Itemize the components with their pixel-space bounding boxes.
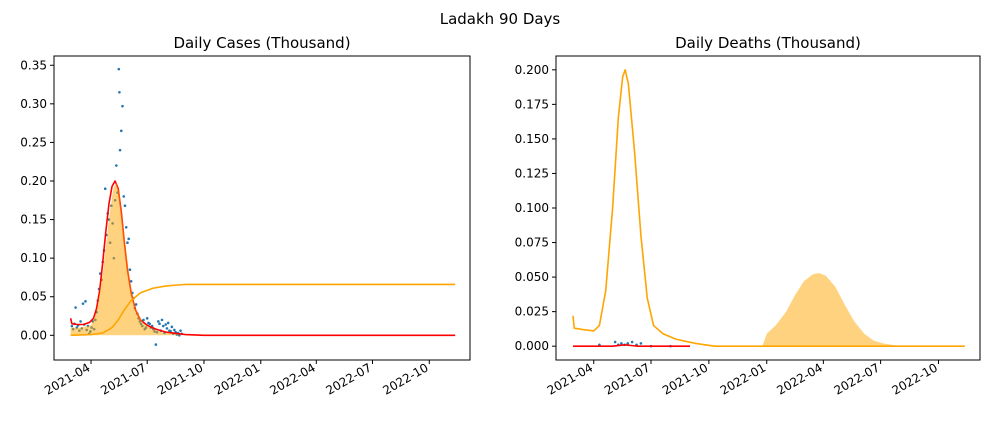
- daily-cases-scatter-point-44: [123, 204, 127, 207]
- daily-cases-scatter-point-3: [74, 306, 77, 309]
- daily-cases-scatter-point-47: [127, 237, 130, 241]
- daily-deaths-y-tick-label-1: 0.025: [515, 305, 549, 319]
- daily-deaths-scatter-point-3: [620, 342, 623, 345]
- daily-cases-scatter-point-74: [160, 318, 164, 322]
- daily-cases-axes-frame: [53, 55, 471, 361]
- daily-cases-y-tick-label-2: 0.10: [20, 251, 47, 265]
- daily-deaths-line-series-3: [572, 344, 690, 347]
- daily-cases-scatter-point-72: [158, 322, 161, 326]
- daily-cases-scatter-point-43: [122, 195, 126, 198]
- daily-deaths-y-tick-label-5: 0.125: [515, 166, 549, 180]
- daily-cases-scatter-point-53: [134, 303, 138, 306]
- daily-cases-scatter-point-40: [118, 148, 122, 152]
- daily-cases-plot-area: [69, 67, 456, 346]
- daily-cases-scatter-point-36: [115, 164, 118, 167]
- daily-deaths-scatter-point-1: [613, 340, 617, 344]
- daily-cases-y-tick-label-7: 0.35: [20, 58, 47, 72]
- daily-cases-scatter-point-69: [154, 343, 158, 346]
- daily-deaths-y-tick-label-7: 0.175: [515, 97, 549, 111]
- daily-deaths-plot-area: [572, 69, 965, 348]
- daily-cases-scatter-point-77: [164, 323, 168, 326]
- daily-cases-area-series-3: [70, 182, 183, 336]
- daily-cases-scatter-point-38: [117, 67, 121, 71]
- daily-deaths-y-tick-label-8: 0.200: [515, 63, 549, 77]
- daily-cases-y-tick-label-0: 0.00: [20, 328, 47, 342]
- daily-deaths-y-tick-label-4: 0.100: [515, 201, 549, 215]
- daily-cases-y-tick-label-4: 0.20: [20, 174, 47, 188]
- daily-cases-scatter-point-42: [121, 104, 124, 108]
- daily-deaths-scatter-point-5: [626, 342, 630, 345]
- daily-cases-scatter-point-89: [179, 329, 182, 332]
- daily-cases-scatter-point-62: [145, 317, 149, 320]
- daily-cases-scatter-point-0: [70, 324, 74, 328]
- daily-cases-y-tick-label-5: 0.25: [20, 135, 47, 149]
- daily-cases-scatter-point-71: [157, 320, 160, 323]
- daily-cases-y-tick-label-3: 0.15: [20, 213, 47, 227]
- daily-cases-scatter-point-46: [126, 241, 129, 245]
- daily-cases-scatter-point-41: [119, 129, 123, 133]
- daily-deaths-line-series-1: [572, 69, 965, 347]
- daily-cases-scatter-point-84: [173, 328, 176, 332]
- daily-cases-scatter-point-27: [103, 187, 107, 191]
- daily-cases-title: Daily Cases (Thousand): [173, 34, 350, 52]
- daily-cases-scatter-point-7: [79, 320, 82, 323]
- daily-deaths-scatter-point-6: [630, 340, 634, 344]
- daily-cases-y-tick-label-6: 0.30: [20, 97, 47, 111]
- daily-cases-y-tick-label-1: 0.05: [20, 290, 47, 304]
- daily-deaths-scatter-point-8: [639, 342, 643, 345]
- daily-cases-scatter-point-39: [118, 90, 121, 94]
- daily-cases-scatter-point-9: [81, 302, 85, 305]
- daily-cases-scatter-point-48: [128, 268, 132, 272]
- daily-deaths-y-tick-label-2: 0.050: [515, 270, 549, 284]
- daily-cases-scatter-point-49: [129, 280, 133, 283]
- daily-deaths-y-tick-label-0: 0.000: [515, 339, 549, 353]
- daily-cases-scatter-point-78: [165, 327, 169, 330]
- daily-deaths-y-tick-label-3: 0.075: [515, 236, 549, 250]
- daily-deaths-title: Daily Deaths (Thousand): [675, 34, 861, 52]
- daily-cases-scatter-point-64: [148, 322, 151, 326]
- daily-deaths-area-series-0: [762, 272, 901, 347]
- daily-cases-scatter-point-82: [170, 325, 174, 329]
- daily-deaths-y-tick-label-6: 0.150: [515, 132, 549, 146]
- daily-cases-scatter-point-79: [166, 321, 170, 325]
- daily-cases-scatter-point-75: [161, 324, 165, 328]
- daily-deaths-axes-frame: [555, 55, 981, 361]
- figure-suptitle: Ladakh 90 Days: [440, 10, 561, 28]
- daily-cases-scatter-point-45: [124, 225, 128, 229]
- daily-cases-scatter-point-11: [84, 300, 87, 303]
- daily-cases-scatter-point-59: [142, 318, 145, 322]
